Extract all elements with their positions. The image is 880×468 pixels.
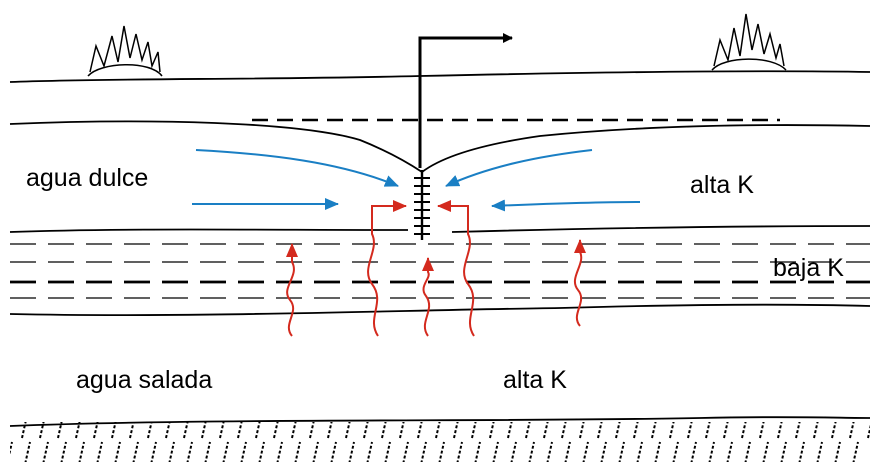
aquifer-base-left <box>9 228 409 233</box>
fresh-flow-arrow-right-upper <box>445 149 593 187</box>
shrub-icon <box>87 25 163 77</box>
upconing-arrow-4 <box>437 200 475 337</box>
discharge-arrow-icon <box>418 33 513 168</box>
shrub-icon <box>711 13 787 71</box>
aquifer-base-right <box>451 225 871 233</box>
label-fresh-water: agua dulce <box>26 164 149 192</box>
upconing-arrow-2 <box>367 200 407 337</box>
fresh-flow-arrow-right-lower <box>491 199 641 212</box>
label-low-k: baja K <box>773 254 844 282</box>
pumping-well-icon <box>414 33 513 240</box>
fresh-flow-arrow-left-upper <box>195 149 399 187</box>
upconing-arrow-5 <box>573 239 586 327</box>
label-lower-high-k: alta K <box>503 366 567 394</box>
upconing-arrow-1 <box>286 243 298 337</box>
aquifer-top-boundary <box>9 120 871 174</box>
low-k-base <box>9 303 871 317</box>
ground-surface-line <box>9 70 871 83</box>
upconing-arrow-3 <box>422 257 434 337</box>
saline-upconing-arrows <box>286 200 586 337</box>
label-upper-high-k: alta K <box>690 171 754 199</box>
bedrock-hatch <box>10 422 870 462</box>
low-k-layer <box>10 243 870 299</box>
fresh-water-flow-arrows <box>192 149 641 212</box>
label-salt-water: agua salada <box>76 366 213 394</box>
